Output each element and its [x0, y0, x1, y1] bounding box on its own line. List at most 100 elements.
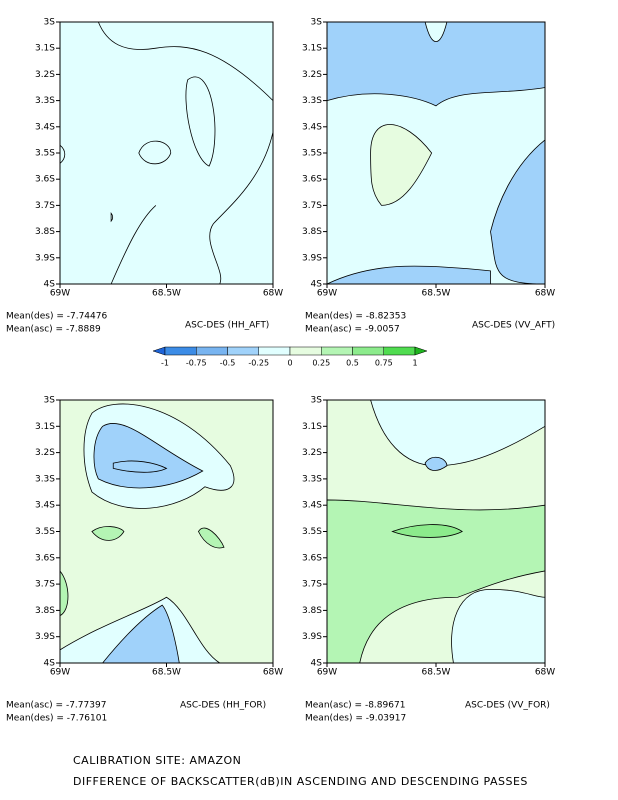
contour — [92, 527, 124, 541]
panel-title: ASC-DES (VV_FOR) — [465, 701, 550, 711]
y-tick-label: 3S — [44, 18, 56, 28]
y-tick-label: 3.1S — [35, 422, 55, 432]
colorbar-label: 0 — [287, 359, 292, 368]
contour — [111, 213, 113, 221]
y-tick-label: 3.5S — [35, 149, 55, 159]
mean-annotation: Mean(des) = -7.74476 — [6, 312, 107, 322]
contour-field — [60, 22, 273, 284]
contour — [371, 124, 432, 205]
y-tick-label: 3.8S — [302, 606, 322, 616]
y-tick-label: 3.9S — [35, 632, 55, 642]
colorbar-label: -0.75 — [186, 359, 207, 368]
y-tick-label: 4S — [44, 659, 56, 669]
y-tick-label: 3.6S — [35, 553, 55, 563]
contour — [186, 77, 215, 166]
y-tick-label: 3.9S — [302, 632, 322, 642]
contour-field — [60, 404, 234, 663]
y-tick-label: 3.7S — [302, 201, 322, 211]
contour — [210, 132, 273, 284]
colorbar-bin — [196, 346, 228, 356]
y-tick-label: 3.7S — [35, 201, 55, 211]
colorbar-bin — [227, 346, 259, 356]
contour — [452, 589, 545, 663]
colorbar-bin — [289, 346, 322, 356]
contour — [327, 22, 545, 106]
contour — [98, 22, 273, 101]
x-tick-label: 69W — [50, 668, 70, 678]
mean-annotation: Mean(asc) = -7.77397 — [6, 701, 106, 711]
mean-annotation: Mean(des) = -8.82353 — [305, 312, 406, 322]
colorbar-label: 0.5 — [346, 359, 359, 368]
contour — [327, 500, 545, 663]
contour — [60, 145, 65, 163]
y-tick-label: 3.5S — [35, 527, 55, 537]
mean-annotation: Mean(des) = -9.03917 — [305, 714, 406, 724]
contour — [425, 457, 447, 470]
y-tick-label: 3S — [311, 396, 323, 406]
y-tick-label: 3.5S — [302, 149, 322, 159]
contour — [327, 266, 491, 284]
y-tick-label: 3.6S — [302, 553, 322, 563]
colorbar-bin — [383, 346, 416, 356]
contour-field — [327, 22, 545, 284]
y-tick-label: 4S — [311, 659, 323, 669]
x-tick-label: 68W — [263, 668, 283, 678]
y-tick-label: 3.2S — [35, 448, 55, 458]
y-tick-label: 3.3S — [35, 96, 55, 106]
colorbar-bin — [164, 346, 197, 356]
colorbar-label: -1 — [161, 359, 169, 368]
colorbar-bin — [258, 346, 291, 356]
panel-title: ASC-DES (HH_FOR) — [180, 701, 266, 711]
y-tick-label: 3.5S — [302, 527, 322, 537]
x-tick-label: 68.5W — [422, 668, 451, 678]
y-tick-label: 3.7S — [302, 580, 322, 590]
y-tick-label: 3.3S — [302, 474, 322, 484]
mean-annotation: Mean(des) = -7.76101 — [6, 714, 107, 724]
y-tick-label: 3.1S — [302, 422, 322, 432]
y-tick-label: 3.8S — [302, 227, 322, 237]
y-tick-label: 3.4S — [35, 501, 55, 511]
x-tick-label: 68.5W — [152, 668, 181, 678]
y-tick-label: 3.4S — [35, 122, 55, 132]
y-tick-label: 3.7S — [35, 580, 55, 590]
colorbar-label: 0.25 — [312, 359, 330, 368]
y-tick-label: 3.4S — [302, 501, 322, 511]
y-tick-label: 4S — [44, 280, 56, 290]
contour — [94, 423, 203, 488]
y-tick-label: 3.9S — [35, 253, 55, 263]
y-tick-label: 3.8S — [35, 606, 55, 616]
colorbar-high — [414, 346, 428, 356]
y-tick-label: 3S — [311, 18, 323, 28]
y-tick-label: 3.8S — [35, 227, 55, 237]
x-tick-label: 69W — [317, 289, 337, 299]
contour — [139, 141, 171, 164]
y-tick-label: 3.1S — [302, 44, 322, 54]
contour — [111, 205, 156, 284]
x-tick-label: 68W — [535, 289, 555, 299]
x-tick-label: 68.5W — [422, 289, 451, 299]
panel-title: ASC-DES (HH_AFT) — [185, 321, 269, 331]
y-tick-label: 3.9S — [302, 253, 322, 263]
y-tick-label: 3.2S — [302, 448, 322, 458]
contour — [198, 528, 224, 548]
y-tick-label: 3S — [44, 396, 56, 406]
colorbar-bin — [321, 346, 353, 356]
colorbar-label: -0.25 — [248, 359, 269, 368]
y-tick-label: 3.3S — [302, 96, 322, 106]
mean-annotation: Mean(asc) = -7.8889 — [6, 325, 101, 335]
contour — [491, 140, 546, 284]
y-tick-label: 3.2S — [302, 70, 322, 80]
x-tick-label: 69W — [317, 668, 337, 678]
y-tick-label: 3.3S — [35, 474, 55, 484]
footer-line: DIFFERENCE OF BACKSCATTER(dB)IN ASCENDIN… — [73, 775, 528, 788]
colorbar-low — [152, 346, 166, 356]
colorbar-bin — [352, 346, 384, 356]
y-tick-label: 3.6S — [302, 175, 322, 185]
mean-annotation: Mean(asc) = -8.89671 — [305, 701, 405, 711]
contour-field — [327, 400, 545, 663]
colorbar-label: 0.75 — [375, 359, 393, 368]
x-tick-label: 69W — [50, 289, 70, 299]
mean-annotation: Mean(asc) = -9.0057 — [305, 325, 400, 335]
y-tick-label: 3.1S — [35, 44, 55, 54]
